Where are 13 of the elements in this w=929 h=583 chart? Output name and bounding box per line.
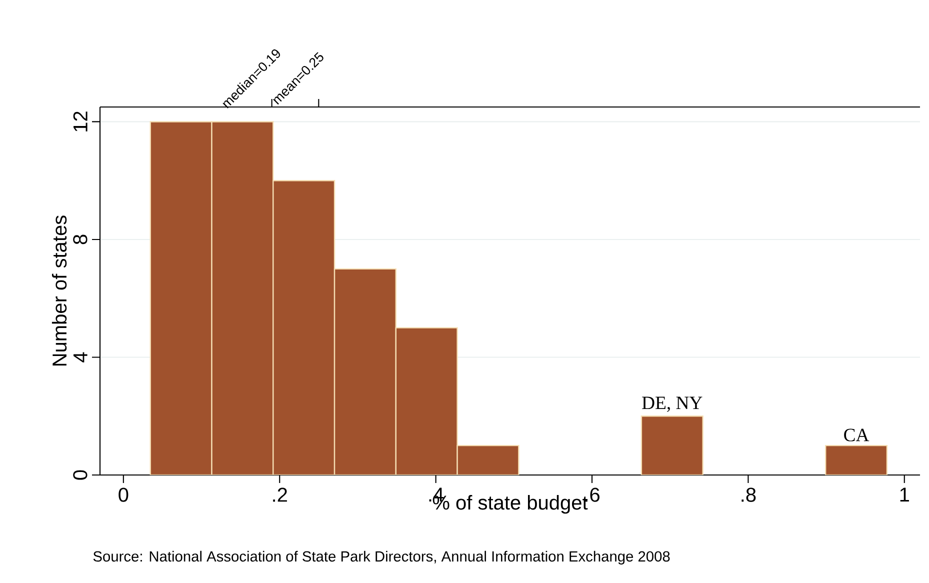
y-tick-label: 8 — [73, 234, 88, 244]
annotation: DE, NY — [642, 396, 702, 412]
x-tick-label: 0 — [118, 488, 128, 502]
source-note: Source: National Association of State Park Directors, Annual Information Exchange 2008 — [93, 550, 670, 564]
x-tick-label: 1 — [900, 488, 909, 502]
x-tick-label: .2 — [273, 488, 287, 502]
x-tick-label: .6 — [585, 488, 600, 502]
annotation: CA — [844, 428, 870, 442]
y-tick-label: 0 — [73, 470, 88, 480]
y-axis-title: Number of states — [52, 216, 67, 366]
x-tick-label: .8 — [742, 488, 756, 502]
y-tick-label: 12 — [73, 112, 88, 132]
y-tick-label: 4 — [74, 352, 88, 362]
